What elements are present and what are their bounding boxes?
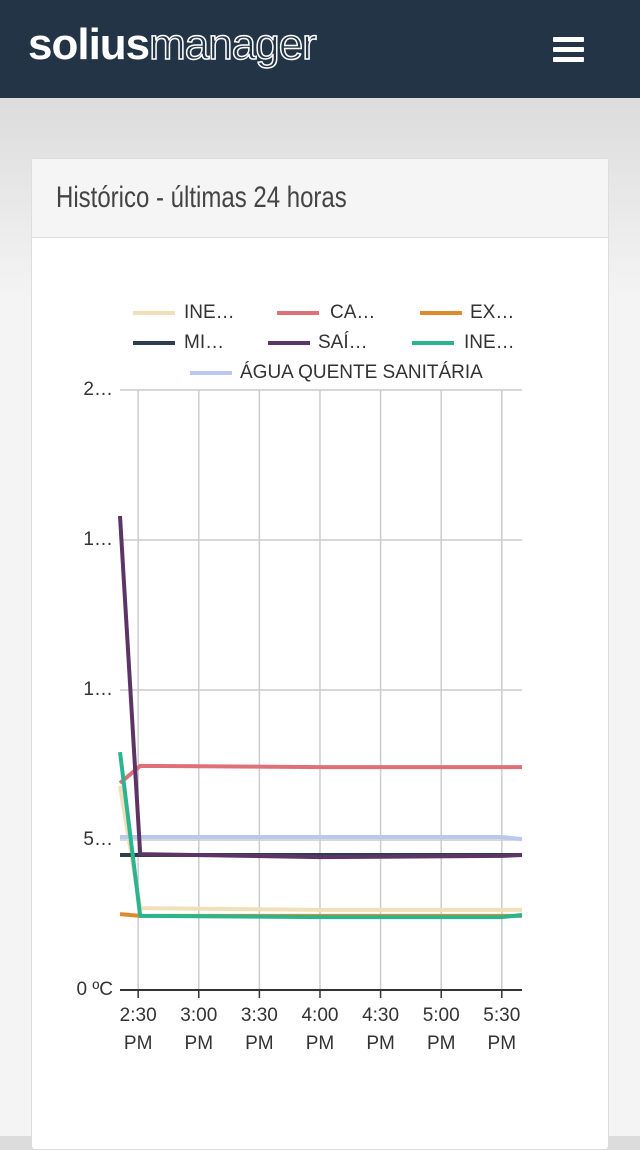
y-tick-label: 0 ºC [76, 979, 113, 1000]
legend-label: INE… [464, 332, 515, 353]
panel-header: Histórico - últimas 24 horas [32, 159, 608, 238]
x-tick-label: 5:00 PM [422, 1005, 460, 1054]
header: soliusmanager [0, 0, 640, 98]
legend-label: CA… [330, 302, 375, 323]
x-tick-label: 4:00 PM [301, 1005, 339, 1054]
series-line [118, 515, 523, 860]
y-tick-label: 1… [83, 529, 113, 550]
x-tick-label: 3:00 PM [180, 1005, 218, 1054]
y-tick-label: 1… [83, 679, 113, 700]
x-tick-label: 5:30 PM [483, 1005, 521, 1054]
series-line [120, 835, 523, 842]
y-tick-label: 5… [83, 829, 113, 850]
x-tick-label: 4:30 PM [362, 1005, 400, 1054]
logo-bold: solius [28, 20, 150, 69]
legend-label: MI… [184, 332, 224, 353]
series-line [118, 785, 522, 912]
x-tick-label: 3:30 PM [240, 1005, 278, 1054]
legend-label: INE… [184, 302, 235, 323]
panel-title: Histórico - últimas 24 horas [56, 181, 347, 214]
logo-light: manager [148, 19, 317, 70]
legend-label: SAÍ… [318, 332, 368, 353]
legend-label: ÁGUA QUENTE SANITÁRIA [240, 362, 483, 383]
series-line [118, 763, 522, 785]
series-line [118, 751, 523, 920]
x-tick-label: 2:30 PM [119, 1005, 157, 1054]
logo[interactable]: soliusmanager [28, 19, 318, 70]
y-tick-label: 2… [83, 379, 113, 400]
legend-label: EX… [470, 302, 514, 323]
